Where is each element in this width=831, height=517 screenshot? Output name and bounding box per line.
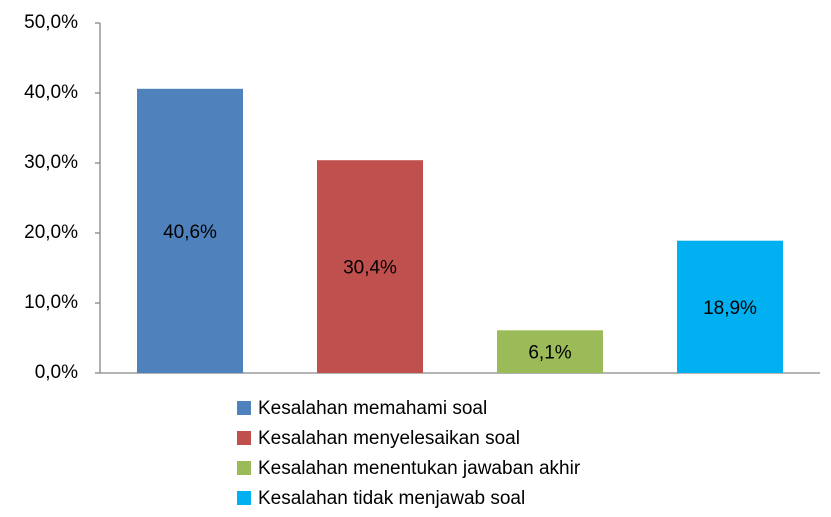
y-tick-label: 0,0% — [35, 362, 78, 383]
legend-swatch — [237, 401, 251, 415]
data-label: 40,6% — [163, 222, 217, 243]
bar — [137, 88, 243, 374]
y-tick-label: 50,0% — [24, 12, 78, 33]
legend-swatch — [237, 431, 251, 445]
legend-label: Kesalahan tidak menjawab soal — [258, 488, 525, 509]
data-label: 30,4% — [343, 258, 397, 279]
bar — [317, 160, 423, 373]
bar — [677, 240, 783, 373]
legend-swatch — [237, 461, 251, 475]
bar — [497, 330, 603, 373]
legend-label: Kesalahan memahami soal — [258, 398, 487, 419]
y-tick-label: 40,0% — [24, 82, 78, 103]
legend-swatch — [237, 491, 251, 505]
y-tick-label: 30,0% — [24, 152, 78, 173]
data-label: 6,1% — [528, 343, 571, 364]
y-tick-label: 20,0% — [24, 222, 78, 243]
legend-label: Kesalahan menyelesaikan soal — [258, 428, 520, 449]
y-tick-label: 10,0% — [24, 292, 78, 313]
legend-label: Kesalahan menentukan jawaban akhir — [258, 458, 581, 479]
data-label: 18,9% — [703, 298, 757, 319]
